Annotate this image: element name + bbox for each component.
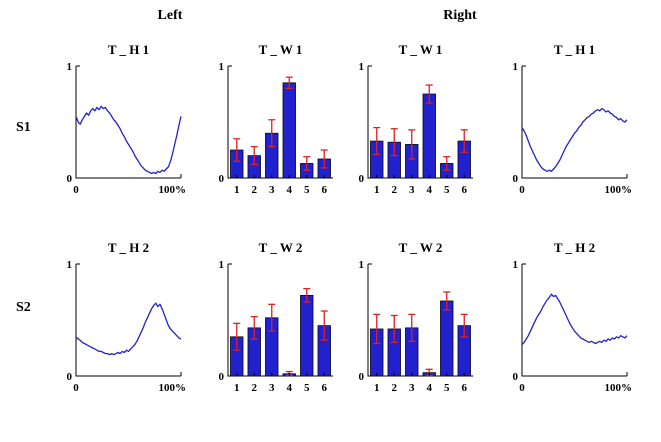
svg-text:0: 0 <box>73 382 79 394</box>
svg-text:T _ H 1: T _ H 1 <box>108 42 149 57</box>
svg-text:1: 1 <box>359 61 365 73</box>
svg-text:100%: 100% <box>159 382 187 394</box>
svg-text:0: 0 <box>359 371 365 383</box>
svg-text:1: 1 <box>219 61 225 73</box>
column-header-left: Left <box>157 8 183 23</box>
svg-text:3: 3 <box>269 184 275 196</box>
svg-text:T _ W 1: T _ W 1 <box>259 42 303 57</box>
svg-text:1: 1 <box>374 382 380 394</box>
svg-text:1: 1 <box>219 259 225 271</box>
svg-text:1: 1 <box>67 259 73 271</box>
svg-text:T _ H 2: T _ H 2 <box>108 240 149 255</box>
svg-text:1: 1 <box>513 61 519 73</box>
svg-text:2: 2 <box>392 184 398 196</box>
svg-text:4: 4 <box>427 382 433 394</box>
svg-text:4: 4 <box>287 382 293 394</box>
svg-text:0: 0 <box>73 184 79 196</box>
svg-text:T _ H 2: T _ H 2 <box>554 240 595 255</box>
svg-text:T _ W 2: T _ W 2 <box>259 240 303 255</box>
svg-text:4: 4 <box>427 184 433 196</box>
svg-text:T _ W 1: T _ W 1 <box>399 42 443 57</box>
svg-text:0: 0 <box>519 382 525 394</box>
svg-text:2: 2 <box>252 184 258 196</box>
svg-text:5: 5 <box>304 184 310 196</box>
svg-text:0: 0 <box>219 173 225 185</box>
svg-text:0: 0 <box>219 371 225 383</box>
svg-text:1: 1 <box>374 184 380 196</box>
svg-text:100%: 100% <box>159 184 187 196</box>
subplot-s2-left-line-chart: T _ H 2 1 00 100% <box>67 240 187 394</box>
svg-text:5: 5 <box>444 184 450 196</box>
svg-text:6: 6 <box>462 184 468 196</box>
row-label-s1: S1 <box>16 120 31 135</box>
subplot-s1-right-line-chart: T _ H 1 1 00 100% <box>513 42 633 196</box>
svg-text:0: 0 <box>513 371 519 383</box>
svg-text:5: 5 <box>304 382 310 394</box>
svg-text:0: 0 <box>67 371 73 383</box>
svg-text:6: 6 <box>462 382 468 394</box>
svg-text:3: 3 <box>269 382 275 394</box>
svg-text:2: 2 <box>252 382 258 394</box>
svg-text:T _ W 2: T _ W 2 <box>399 240 443 255</box>
svg-text:3: 3 <box>409 184 415 196</box>
svg-text:100%: 100% <box>605 382 633 394</box>
svg-text:2: 2 <box>392 382 398 394</box>
row-label-s2: S2 <box>16 300 31 315</box>
svg-text:1: 1 <box>234 184 240 196</box>
svg-text:6: 6 <box>322 382 328 394</box>
svg-text:3: 3 <box>409 382 415 394</box>
svg-text:0: 0 <box>519 184 525 196</box>
subplot-s2-right-line-chart: T _ H 2 1 00 100% <box>513 240 633 394</box>
svg-text:6: 6 <box>322 184 328 196</box>
svg-text:0: 0 <box>359 173 365 185</box>
svg-text:100%: 100% <box>605 184 633 196</box>
svg-text:4: 4 <box>287 184 293 196</box>
svg-text:5: 5 <box>444 382 450 394</box>
svg-text:1: 1 <box>359 259 365 271</box>
svg-text:0: 0 <box>67 173 73 185</box>
svg-text:0: 0 <box>513 173 519 185</box>
subplot-s1-left-line-chart: T _ H 1 1 00 100% <box>67 42 187 196</box>
svg-text:T _ H 1: T _ H 1 <box>554 42 595 57</box>
column-header-right: Right <box>443 8 477 23</box>
svg-text:1: 1 <box>234 382 240 394</box>
svg-text:1: 1 <box>67 61 73 73</box>
svg-text:1: 1 <box>513 259 519 271</box>
